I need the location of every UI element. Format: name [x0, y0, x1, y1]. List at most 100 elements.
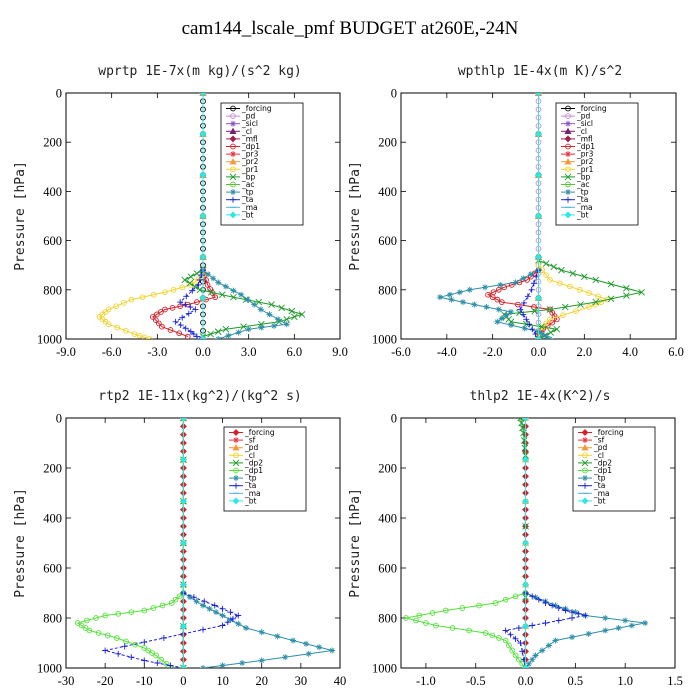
point-bp — [531, 307, 538, 315]
point-tp — [569, 634, 576, 641]
legend-marker — [230, 113, 236, 119]
point-dp1 — [496, 635, 502, 641]
y-tick-label: 400 — [43, 185, 62, 199]
point-dp1 — [423, 620, 429, 626]
point-bp — [283, 316, 291, 323]
legend-marker — [565, 181, 571, 188]
legend-marker — [582, 475, 588, 482]
legend-label: _pd — [593, 443, 608, 452]
point-ta — [121, 643, 128, 650]
point-tp — [471, 301, 478, 308]
legend-label: _bt — [241, 210, 254, 219]
point-bt — [522, 418, 529, 422]
legend-label: _ac — [576, 180, 589, 189]
legend-marker — [565, 113, 571, 119]
point-ta — [179, 314, 186, 321]
point-bp — [187, 273, 195, 280]
point-ta — [177, 322, 184, 329]
point-tp — [230, 287, 237, 294]
point-tp — [200, 665, 206, 668]
point-dp1 — [172, 596, 179, 603]
figure-title: cam144_lscale_pmf BUDGET at260E,-24N — [181, 18, 519, 39]
point-tp — [539, 647, 546, 654]
legend-marker — [232, 459, 240, 467]
legend-marker — [233, 437, 239, 444]
point-tp — [497, 281, 504, 288]
point-bp — [623, 284, 630, 292]
point-tp — [303, 640, 310, 647]
point-bt — [180, 581, 187, 589]
point-dp1 — [78, 622, 85, 629]
legend-label: _pr3 — [576, 150, 594, 159]
point-tp — [572, 609, 579, 616]
point-dp1 — [132, 641, 139, 648]
panel-1: wprtp 1E-7x(m kg)/(s^2 kg) Pressure [hPa]… — [13, 64, 348, 359]
point-tp — [219, 612, 226, 619]
point-tp — [446, 291, 453, 298]
legend-label: _ac — [241, 180, 254, 189]
point-pr1 — [192, 278, 198, 285]
legend-marker — [229, 158, 237, 165]
legend-label: _mfl — [576, 134, 593, 143]
point-tp — [215, 279, 222, 286]
point-tp — [305, 650, 312, 657]
y-tick-label: 200 — [43, 462, 62, 476]
point-dp1 — [128, 609, 135, 616]
point-dp1 — [495, 286, 502, 293]
y-axis-label: Pressure [hPa] — [13, 488, 28, 598]
point-pr1 — [547, 277, 553, 283]
point-dp1 — [150, 605, 157, 611]
point-ta — [502, 627, 509, 634]
point-dp1 — [204, 282, 211, 288]
x-tick-label: 4.0 — [622, 345, 638, 359]
legend-label: _pr1 — [576, 165, 594, 174]
point-tp — [543, 333, 550, 339]
point-pr1 — [162, 289, 168, 296]
point-tp — [495, 306, 502, 313]
point-dp1 — [506, 642, 512, 649]
legend-marker — [565, 120, 571, 127]
legend-marker — [230, 105, 236, 112]
point-dp1 — [508, 282, 515, 288]
point-tp — [602, 627, 609, 634]
legend-label: _pd — [241, 112, 256, 121]
point-bp — [581, 273, 588, 280]
point-bt — [180, 622, 187, 630]
legend-label: _mfl — [241, 134, 258, 143]
point-tp — [206, 605, 213, 612]
legend-marker — [564, 211, 572, 219]
x-tick-label: 20 — [255, 674, 268, 688]
legend-marker — [565, 105, 571, 112]
point-dp1 — [184, 333, 191, 339]
point-dp1 — [153, 652, 159, 659]
point-ta — [102, 647, 109, 654]
point-bp — [592, 276, 600, 284]
point-pr1 — [105, 321, 112, 328]
x-tick-label: -0.5 — [466, 674, 486, 688]
point-pr1 — [586, 290, 592, 296]
point-dp1 — [95, 630, 102, 636]
point-dp1 — [93, 615, 99, 621]
panel-title: thlp2 1E-4x(K^2)/s — [470, 389, 611, 404]
point-ta — [182, 301, 189, 308]
point-bt — [180, 456, 187, 464]
point-bp — [240, 323, 247, 331]
point-bp — [558, 266, 565, 274]
legend-marker — [582, 452, 588, 459]
point-tp — [329, 647, 336, 654]
point-ta — [141, 657, 148, 664]
point-dp1 — [466, 627, 472, 634]
point-pr1 — [128, 296, 135, 303]
legend-label: _forcing — [593, 428, 624, 437]
point-ta — [154, 660, 161, 666]
point-tp — [529, 656, 536, 663]
legend-label: _cl — [241, 127, 252, 136]
point-ta — [529, 326, 536, 333]
y-tick-label: 800 — [378, 612, 397, 626]
point-dp1 — [509, 647, 516, 654]
point-tp — [266, 311, 273, 318]
legend-label: _cl — [576, 127, 587, 136]
point-tp — [257, 306, 264, 313]
point-dp1 — [416, 612, 423, 619]
series-group — [403, 418, 649, 668]
